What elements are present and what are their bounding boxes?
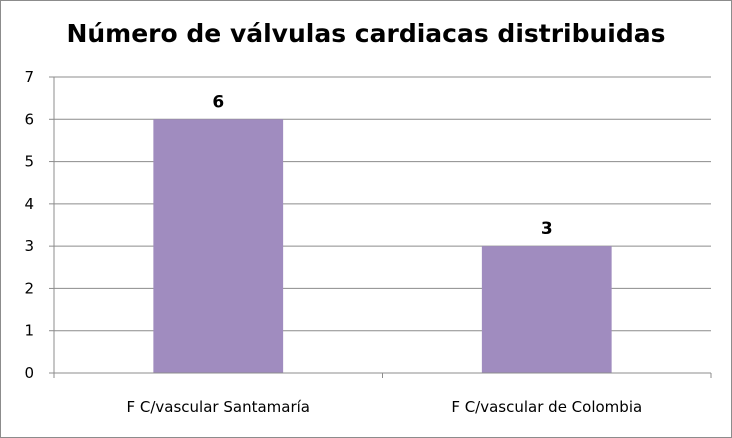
y-tick-label: 3 (24, 237, 34, 255)
chart-title: Número de válvulas cardiacas distribuida… (66, 19, 666, 48)
bar-1 (153, 119, 284, 374)
category-label: F C/vascular de Colombia (451, 398, 642, 416)
category-label: F C/vascular Santamaría (127, 398, 310, 416)
y-tick-label: 1 (24, 322, 34, 340)
y-tick-label: 7 (24, 68, 34, 86)
data-label: 6 (212, 92, 224, 112)
y-tick-label: 4 (24, 195, 34, 213)
y-tick-label: 2 (24, 279, 34, 297)
y-tick-label: 0 (24, 364, 34, 382)
y-tick-label: 6 (24, 110, 34, 128)
data-label: 3 (541, 219, 553, 239)
bar-2 (481, 246, 612, 373)
y-tick-label: 5 (24, 153, 34, 171)
